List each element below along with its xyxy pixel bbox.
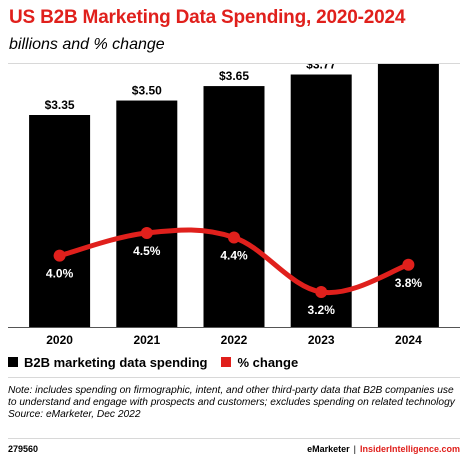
legend-item-change: % change <box>221 355 298 370</box>
chart-area: $3.352020$3.502021$3.652022$3.772023$3.9… <box>8 63 460 378</box>
chart-subtitle: billions and % change <box>9 36 165 53</box>
chart-legend: B2B marketing data spending % change <box>8 352 312 372</box>
legend-item-spending: B2B marketing data spending <box>8 355 207 370</box>
x-tick-label-2021: 2021 <box>133 333 160 347</box>
pct-label-2021: 4.5% <box>133 244 161 258</box>
brand-name: eMarketer <box>307 444 350 454</box>
footer-separator: | <box>353 444 356 454</box>
legend-label-spending: B2B marketing data spending <box>24 354 208 370</box>
divider-top <box>8 377 460 378</box>
legend-swatch-spending <box>8 357 18 367</box>
pct-label-2020: 4.0% <box>46 267 74 281</box>
chart-id: 279560 <box>8 444 39 454</box>
combo-chart: $3.352020$3.502021$3.652022$3.772023$3.9… <box>8 64 460 347</box>
note-text: Note: includes spending on firmographic,… <box>8 385 455 409</box>
pct-point-2024 <box>402 258 415 271</box>
pct-point-2022 <box>228 231 240 244</box>
footer-branding: eMarketer | InsiderIntelligence.com <box>307 444 460 454</box>
bar-value-label-2023: $3.77 <box>306 64 336 72</box>
pct-label-2024: 3.8% <box>395 276 423 290</box>
bar-value-label-2021: $3.50 <box>132 84 162 98</box>
x-tick-label-2024: 2024 <box>395 333 422 347</box>
bar-value-label-2020: $3.35 <box>45 98 75 112</box>
bar-2024 <box>377 64 439 328</box>
pct-label-2022: 4.4% <box>220 249 248 263</box>
legend-label-change: % change <box>237 354 299 370</box>
pct-label-2023: 3.2% <box>308 303 336 317</box>
divider-bottom <box>8 438 460 439</box>
bar-2021 <box>116 100 178 327</box>
footer: 279560 eMarketer | InsiderIntelligence.com <box>8 444 460 454</box>
bar-2020 <box>29 115 91 327</box>
bar-2022 <box>203 86 265 327</box>
x-tick-label-2023: 2023 <box>308 333 335 347</box>
chart-note: Note: includes spending on firmographic,… <box>8 385 460 422</box>
legend-swatch-change <box>221 357 232 367</box>
pct-point-2023 <box>315 286 328 298</box>
pct-point-2021 <box>140 226 153 239</box>
x-tick-label-2020: 2020 <box>46 333 73 347</box>
bar-value-label-2022: $3.65 <box>219 69 249 83</box>
pct-point-2020 <box>53 249 66 262</box>
source-text: Source: eMarketer, Dec 2022 <box>8 409 141 421</box>
chart-title: US B2B Marketing Data Spending, 2020-202… <box>9 7 406 28</box>
site-link[interactable]: InsiderIntelligence.com <box>359 444 460 454</box>
x-tick-label-2022: 2022 <box>221 333 248 347</box>
